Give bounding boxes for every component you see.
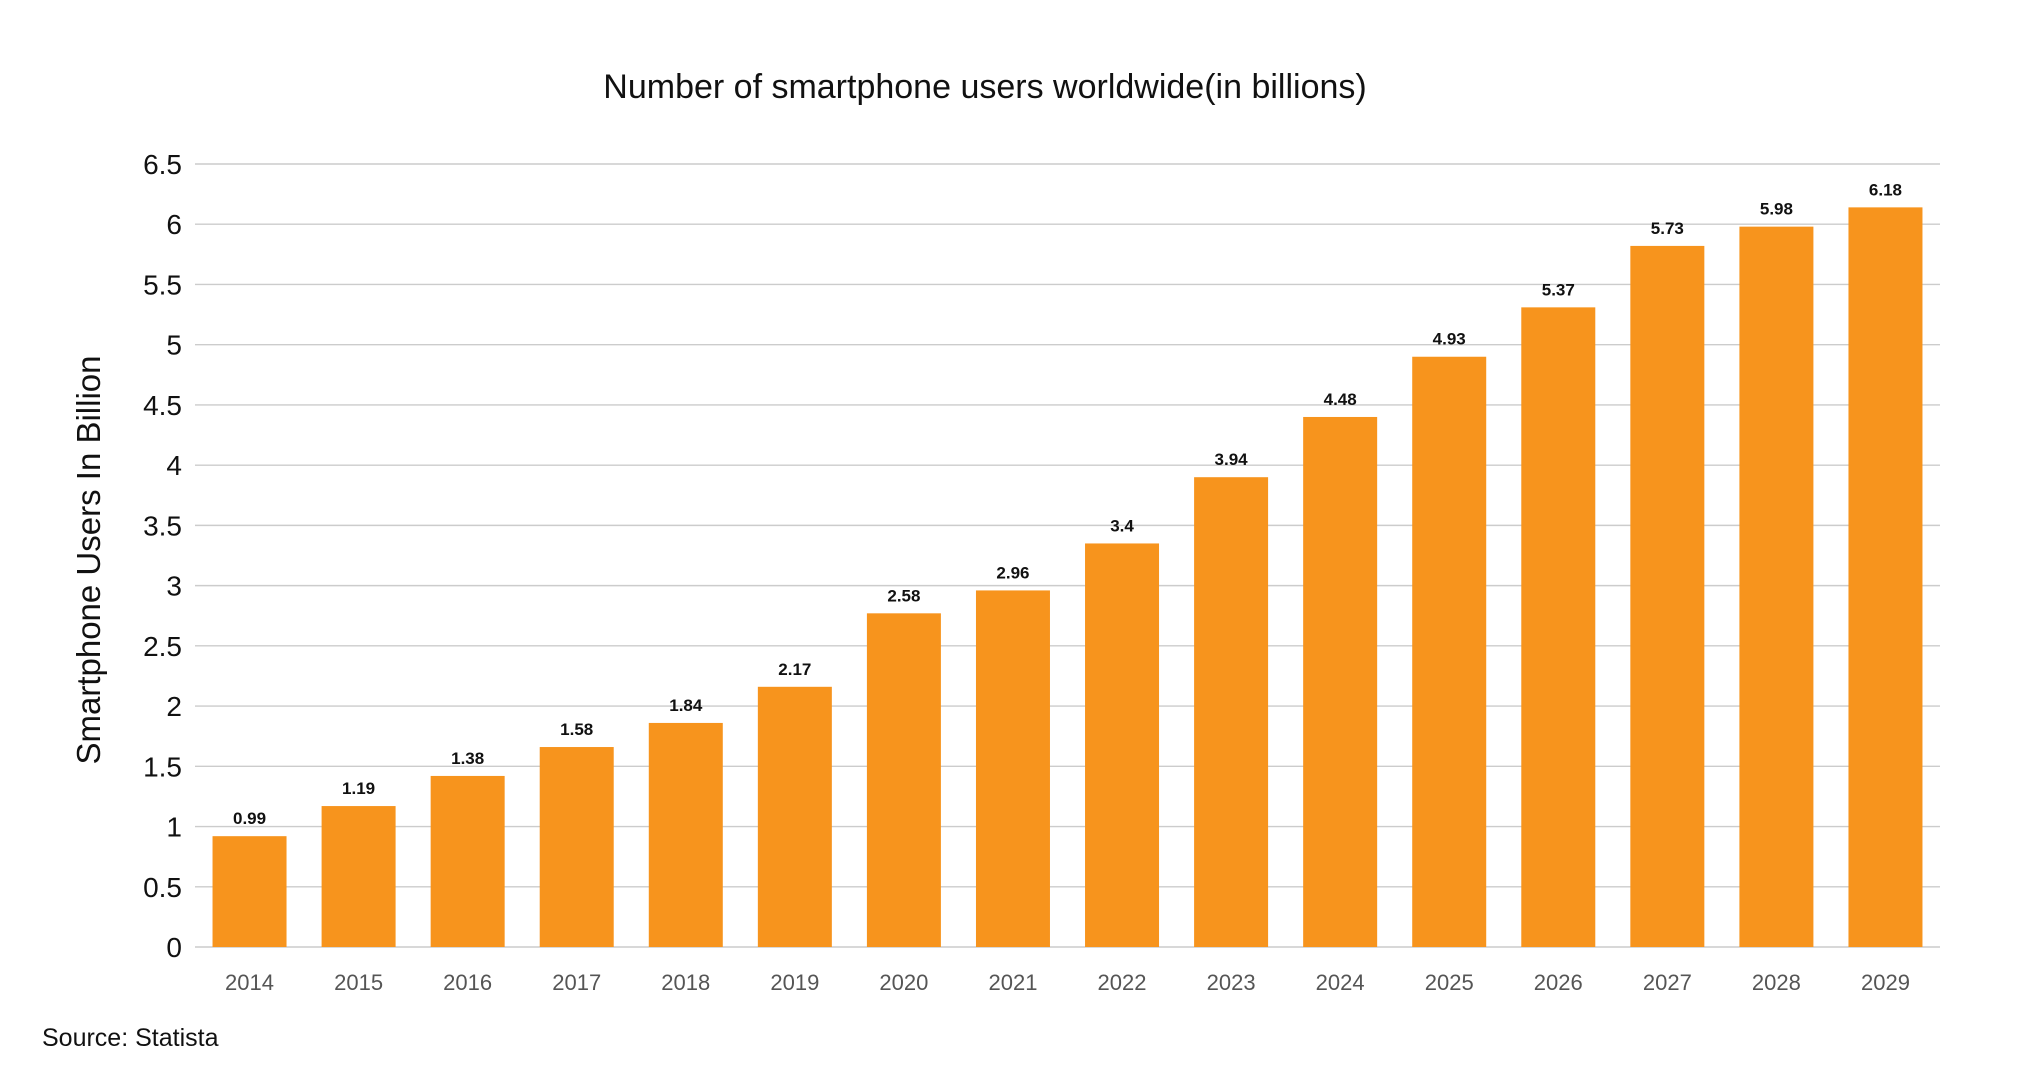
x-tick-label: 2026 bbox=[1534, 970, 1583, 995]
y-tick-label: 2.5 bbox=[143, 631, 182, 662]
data-label: 5.73 bbox=[1651, 219, 1684, 238]
bar-2014 bbox=[212, 836, 287, 947]
bar-2018 bbox=[648, 722, 723, 947]
x-tick-label: 2025 bbox=[1425, 970, 1474, 995]
data-label: 5.98 bbox=[1760, 200, 1793, 219]
bar-2016 bbox=[430, 775, 505, 947]
y-tick-label: 6.5 bbox=[143, 149, 182, 180]
x-tick-label: 2017 bbox=[552, 970, 601, 995]
bar-2021 bbox=[975, 590, 1050, 947]
y-axis-label: Smartphone Users In Billion bbox=[70, 355, 107, 764]
x-tick-label: 2015 bbox=[334, 970, 383, 995]
bar-2026 bbox=[1521, 307, 1596, 947]
data-labels: 0.99 1.19 1.38 1.58 1.84 2.17 2.58 2.96 3.4 3.94 4… bbox=[233, 180, 1902, 828]
data-label: 3.94 bbox=[1215, 450, 1249, 469]
bar-2029 bbox=[1848, 207, 1923, 947]
data-label: 3.4 bbox=[1110, 516, 1134, 535]
bar-2017 bbox=[539, 747, 614, 947]
bar-2015 bbox=[321, 806, 396, 947]
x-tick-label: 2016 bbox=[443, 970, 492, 995]
chart-title: Number of smartphone users worldwide(in … bbox=[603, 68, 1366, 106]
y-tick-label: 3 bbox=[166, 571, 182, 602]
x-tick-label: 2024 bbox=[1316, 970, 1365, 995]
x-tick-label: 2028 bbox=[1752, 970, 1801, 995]
data-label: 6.18 bbox=[1869, 180, 1902, 199]
y-tick-label: 5 bbox=[166, 330, 182, 361]
y-tick-label: 3.5 bbox=[143, 510, 182, 541]
bar-2025 bbox=[1412, 356, 1487, 947]
data-label: 5.37 bbox=[1542, 280, 1575, 299]
y-tick-label: 1.5 bbox=[143, 751, 182, 782]
x-tick-label: 2029 bbox=[1861, 970, 1910, 995]
x-tick-label: 2018 bbox=[661, 970, 710, 995]
y-tick-label: 4.5 bbox=[143, 390, 182, 421]
bar-2022 bbox=[1085, 543, 1160, 947]
data-label: 4.48 bbox=[1324, 390, 1357, 409]
gridlines bbox=[195, 163, 1940, 948]
y-tick-label: 1 bbox=[166, 812, 182, 843]
x-tick-label: 2022 bbox=[1098, 970, 1147, 995]
bar-2028 bbox=[1739, 226, 1814, 947]
y-tick-label: 0.5 bbox=[143, 872, 182, 903]
y-tick-label: 4 bbox=[166, 450, 182, 481]
data-label: 1.19 bbox=[342, 779, 375, 798]
y-tick-label: 6 bbox=[166, 209, 182, 240]
data-label: 4.93 bbox=[1433, 330, 1466, 349]
x-tick-label: 2014 bbox=[225, 970, 274, 995]
bar-2027 bbox=[1630, 245, 1705, 948]
x-tick-label: 2021 bbox=[988, 970, 1037, 995]
x-tick-label: 2020 bbox=[879, 970, 928, 995]
data-label: 1.58 bbox=[560, 720, 593, 739]
bar-2023 bbox=[1194, 477, 1269, 947]
bar-2024 bbox=[1303, 416, 1378, 947]
y-tick-label: 5.5 bbox=[143, 269, 182, 300]
data-label: 1.38 bbox=[451, 749, 484, 768]
data-label: 1.84 bbox=[669, 696, 703, 715]
source-note: Source: Statista bbox=[42, 1024, 219, 1052]
data-label: 2.17 bbox=[778, 660, 811, 679]
x-tick-label: 2023 bbox=[1207, 970, 1256, 995]
y-tick-label: 0 bbox=[166, 932, 182, 963]
x-tick-label: 2019 bbox=[770, 970, 819, 995]
data-label: 2.58 bbox=[887, 586, 920, 605]
x-axis-ticks: 2014 2015 2016 2017 2018 2019 2020 2021 2022 2023… bbox=[225, 970, 1910, 995]
data-label: 0.99 bbox=[233, 809, 266, 828]
x-tick-label: 2027 bbox=[1643, 970, 1692, 995]
y-axis-ticks: 0 0.5 1 1.5 2 2.5 3 3.5 4 4.5 5 5.5 6 6.5 bbox=[143, 149, 182, 963]
data-label: 2.96 bbox=[996, 563, 1029, 582]
bar-2019 bbox=[757, 686, 832, 947]
y-tick-label: 2 bbox=[166, 691, 182, 722]
bar-2020 bbox=[866, 613, 941, 947]
bars bbox=[212, 207, 1923, 948]
